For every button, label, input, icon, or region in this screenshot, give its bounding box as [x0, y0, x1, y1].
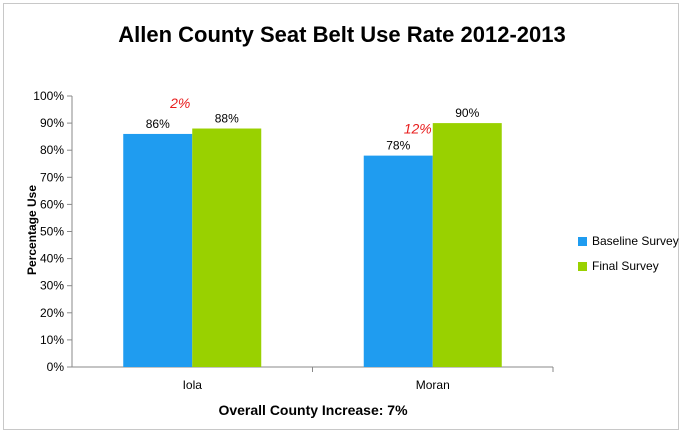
data-label: 88% [215, 112, 239, 126]
chart-title: Allen County Seat Belt Use Rate 2012-201… [118, 22, 566, 47]
y-tick-label: 80% [40, 143, 64, 157]
legend-label: Baseline Survey [592, 234, 679, 248]
y-tick-label: 40% [40, 252, 64, 266]
data-label: 90% [455, 106, 479, 120]
bar-final-survey-moran [432, 123, 502, 367]
increase-annotation: 2% [169, 95, 190, 111]
bar-final-survey-iola [192, 128, 262, 367]
y-tick-label: 60% [40, 197, 64, 211]
category-label: Iola [183, 378, 203, 392]
legend: Baseline Survey Final Survey [578, 234, 679, 273]
y-tick-label: 20% [40, 306, 64, 320]
y-tick-label: 100% [33, 89, 64, 103]
category-label: Moran [416, 378, 450, 392]
data-labels: 86% 88% 78% 90% [146, 106, 480, 153]
y-tick-label: 30% [40, 279, 64, 293]
legend-swatch [578, 237, 587, 246]
y-axis-title: Percentage Use [25, 185, 39, 275]
y-tick-label: 50% [40, 225, 64, 239]
bar-baseline-survey-moran [363, 155, 433, 367]
bars [123, 123, 502, 367]
category-labels: Iola Moran [183, 378, 450, 392]
increase-annotations: 2% 12% [169, 95, 432, 137]
x-axis-title: Overall County Increase: 7% [218, 402, 408, 418]
chart-frame [3, 3, 679, 430]
y-axis-ticks: 0% 10% 20% 30% 40% 50% 60% 70% 80% 90% 100% [33, 89, 72, 374]
increase-annotation: 12% [404, 121, 432, 137]
bar-baseline-survey-iola [123, 133, 193, 367]
legend-swatch [578, 262, 587, 271]
y-tick-label: 0% [47, 360, 65, 374]
data-label: 78% [386, 139, 410, 153]
legend-label: Final Survey [592, 259, 659, 273]
data-label: 86% [146, 117, 170, 131]
y-tick-label: 90% [40, 116, 64, 130]
y-tick-label: 10% [40, 333, 64, 347]
y-tick-label: 70% [40, 170, 64, 184]
